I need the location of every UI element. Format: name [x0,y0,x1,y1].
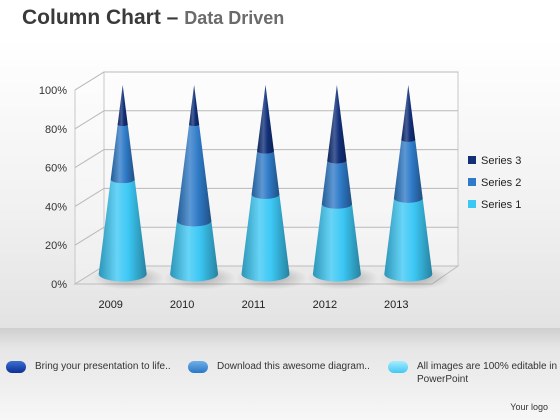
footer-swatch-1 [6,361,26,373]
side-wall [74,71,105,285]
cone-segment [312,204,361,282]
legend-label: Series 1 [481,199,521,211]
footer-swatch-2 [188,361,208,373]
footer-text-2: Download this awesome diagram.. [217,361,370,372]
gridline-side [74,71,105,91]
cone-segment [98,179,147,282]
cone-segment [257,84,274,154]
slide-title: Column Chart – Data Driven [22,6,284,30]
cone-segment [401,84,416,142]
cone-segment [176,124,212,227]
footer-text-1: Bring your presentation to life.. [35,361,171,372]
cone-segment [170,221,219,282]
footer-item-2: Download this awesome diagram.. [188,360,370,373]
cone-segment [321,160,353,209]
cone-segment [110,124,135,184]
title-dash: – [166,6,179,29]
x-tick-label: 2010 [170,299,194,311]
your-logo: Your logo [510,402,548,412]
footer-band: Bring your presentation to life.. Downlo… [0,328,560,420]
gridline-side [74,149,105,169]
cone-segment [327,84,347,164]
y-tick-label: 80% [45,124,67,136]
x-tick-label: 2011 [242,299,266,311]
title-main: Column Chart [22,6,161,29]
gridline-side [74,187,105,207]
cone-segment [384,198,433,282]
footer-item-1: Bring your presentation to life.. [6,360,171,373]
footer-swatch-3 [388,361,408,373]
gridline-side [74,226,105,246]
x-tick-label: 2013 [384,299,408,311]
footer-text-3: All images are 100% editable in PowerPoi… [417,361,558,385]
cone-chart: 0% 20% 40% 60% 80% 100% 2009 2010 2011 2012 2013 Se… [39,71,521,311]
y-tick-label: 60% [45,163,67,175]
legend-swatch [468,178,476,186]
legend-swatch [468,156,476,164]
cone-segment [251,151,280,199]
y-tick-label: 40% [45,201,67,213]
cone-segment [393,139,423,203]
gridline-side [74,110,105,130]
legend-swatch [468,200,476,208]
legend-label: Series 2 [481,177,521,189]
footer-item-3: All images are 100% editable in PowerPoi… [388,360,558,386]
cone-segment [241,194,290,282]
x-tick-label: 2009 [98,299,122,311]
title-sub: Data Driven [184,8,285,28]
cone-segment [117,84,128,127]
chart-area: 0% 20% 40% 60% 80% 100% 2009 2010 2011 2012 2013 Se… [0,38,560,328]
y-tick-label: 100% [39,85,67,97]
x-tick-label: 2012 [313,299,337,311]
cone-segment [189,84,200,127]
y-tick-label: 0% [51,279,67,291]
y-tick-label: 20% [45,240,67,252]
legend-label: Series 3 [481,155,521,167]
